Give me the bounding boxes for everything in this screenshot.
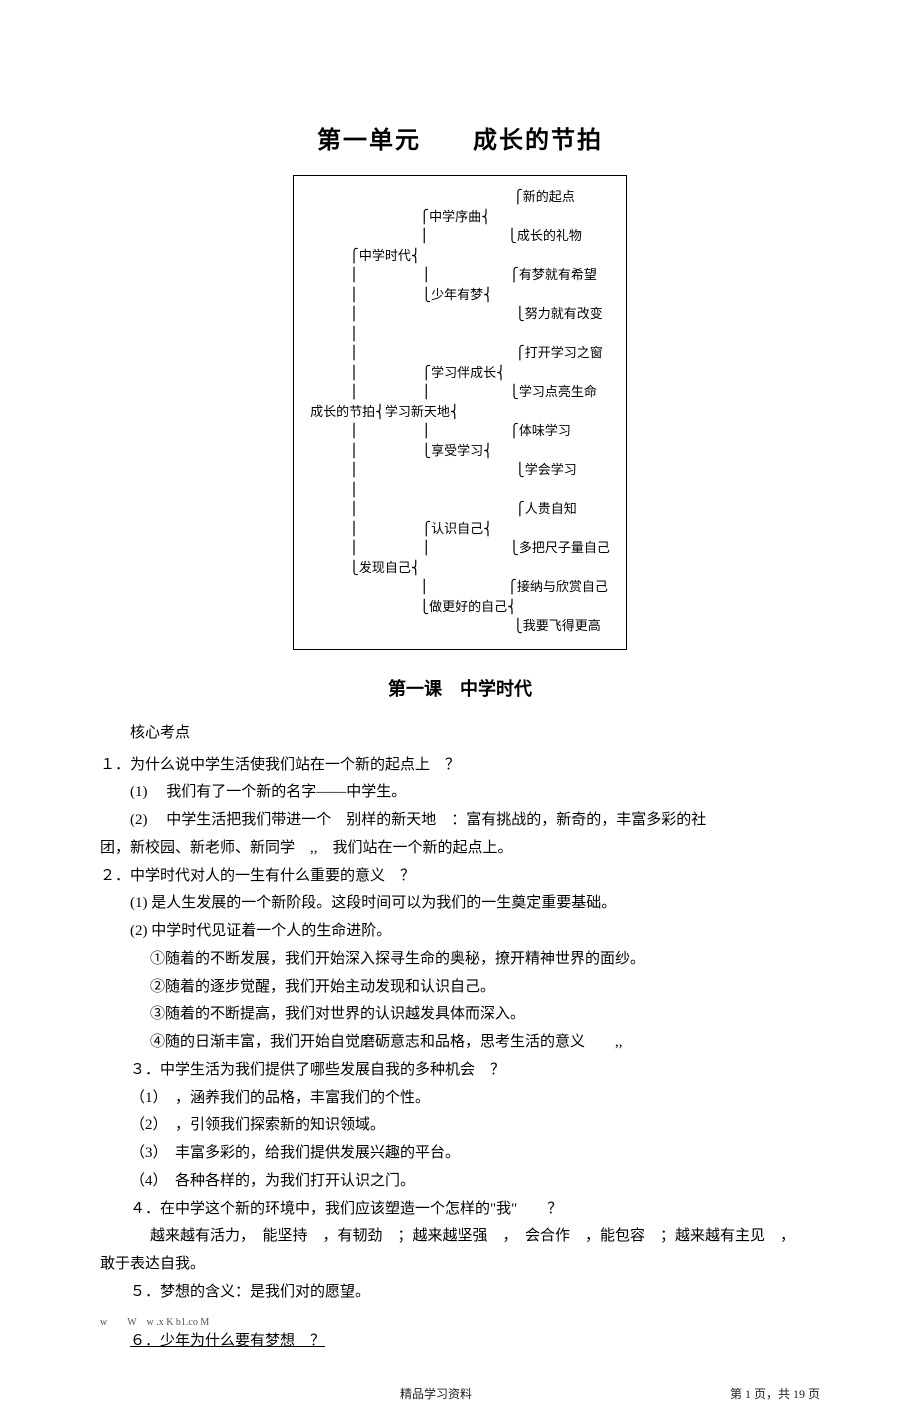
content-line: 敢于表达自我。 [100,1251,820,1279]
content-line: ②随着的逐步觉醒，我们开始主动发现和认识自己。 [150,974,820,1002]
content-line: 越来越有活力， 能坚持 ，有韧劲 ；越来越坚强 ， 会合作 ，能包容 ；越来越有… [150,1223,820,1251]
content-line: ４．在中学这个新的环境中，我们应该塑造一个怎样的"我" ？ [130,1196,820,1224]
content-line: ①随着的不断发展，我们开始深入探寻生命的奥秘，撩开精神世界的面纱。 [150,946,820,974]
content-line: （4） 各种各样的，为我们打开认识之门。 [130,1168,820,1196]
content-line: 团，新校园、新老师、新同学 ,, 我们站在一个新的起点上。 [100,835,820,863]
q6-text: ６．少年为什么要有梦想 ？ [130,1333,325,1349]
watermark-note: w W w .x K b1.co M [100,1313,820,1328]
content-line: (2) 中学时代见证着一个人的生命进阶。 [130,918,820,946]
unit-title: 第一单元 成长的节拍 [100,120,820,155]
section-label: 核心考点 [130,721,820,742]
content-line: ③随着的不断提高，我们对世界的认识越发具体而深入。 [150,1001,820,1029]
content-line: （1） ，涵养我们的品格，丰富我们的个性。 [130,1085,820,1113]
content-line: １．为什么说中学生活使我们站在一个新的起点上 ？ [100,752,820,780]
content-line: （2） ，引领我们探索新的知识领域。 [130,1112,820,1140]
content-line: (2) 中学生活把我们带进一个 别样的新天地 ：富有挑战的，新奇的，丰富多彩的社 [130,807,820,835]
content-line: ５．梦想的含义：是我们对的愿望。 [130,1279,820,1307]
content-line: (1) 是人生发展的一个新阶段。这段时间可以为我们的一生奠定重要基础。 [130,890,820,918]
content-line: (1) 我们有了一个新的名字——中学生。 [130,779,820,807]
content-line: （3） 丰富多彩的，给我们提供发展兴趣的平台。 [130,1140,820,1168]
lesson-title: 第一课 中学时代 [100,675,820,701]
footer-right-text: 第 1 页，共 19 页 [730,1385,820,1402]
content-line: ３．中学生活为我们提供了哪些发展自我的多种机会 ？ [130,1057,820,1085]
mindmap-container: ⎧新的起点 ⎧中学序曲⎨ ⎪ ⎩成长的礼物 ⎧中学时代⎨ ⎪ ⎪ ⎧有梦就有希望… [100,175,820,650]
content-line: ２．中学时代对人的一生有什么重要的意义 ？ [100,863,820,891]
content-body: １．为什么说中学生活使我们站在一个新的起点上 ？(1) 我们有了一个新的名字——… [100,752,820,1307]
mindmap-box: ⎧新的起点 ⎧中学序曲⎨ ⎪ ⎩成长的礼物 ⎧中学时代⎨ ⎪ ⎪ ⎧有梦就有希望… [293,175,627,650]
footer-left-text: 精品学习资料 [400,1385,472,1402]
mindmap-text: ⎧新的起点 ⎧中学序曲⎨ ⎪ ⎩成长的礼物 ⎧中学时代⎨ ⎪ ⎪ ⎧有梦就有希望… [310,188,610,637]
content-q6: ６．少年为什么要有梦想 ？ [100,1328,820,1356]
content-line: ④随的日渐丰富，我们开始自觉磨砺意志和品格，思考生活的意义 ,, [150,1029,820,1057]
